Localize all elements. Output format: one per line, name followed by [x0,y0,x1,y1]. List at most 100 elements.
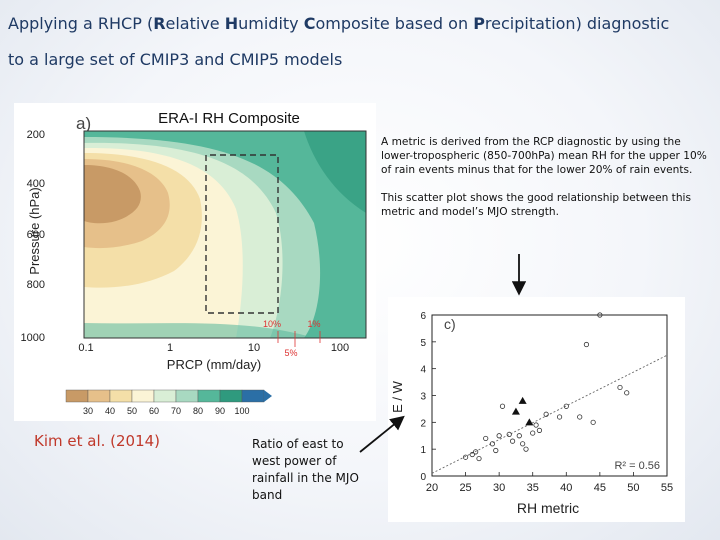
title-text: omposite based on [315,14,474,33]
dashed-box [205,154,279,314]
y-tick-label: 0 [420,472,426,483]
colorbar-tick-label: 50 [127,406,137,416]
colorbar-swatch [131,389,155,403]
scatter-frame [431,314,668,477]
colorbar-swatch [65,389,89,403]
y-tick-label: 400 [27,178,45,190]
scatter-point [590,419,596,425]
title-line-2: to a large set of CMIP3 and CMIP5 models [8,50,343,69]
x-tick-label: 20 [426,482,438,494]
scatter-point [624,390,630,396]
colorbar-swatch [241,389,265,403]
rh-composite-figure: a) ERA-I RH Composite 200 400 600 800 10… [14,103,376,421]
y-tick-label: 1000 [21,332,45,344]
title-text: H [224,14,239,33]
y-tick-label: 600 [27,229,45,241]
colorbar-labels: 30 40 50 60 70 80 90 100 [83,406,250,416]
x-tick-label: 50 [627,482,639,494]
x-tick-label: 55 [661,482,673,494]
x-tick-label: 100 [331,342,349,354]
colorbar-tick-label: 60 [149,406,159,416]
scatter-point [597,312,603,318]
scatter-point [583,341,590,348]
colorbar-tick-label: 70 [171,406,181,416]
chart-title: ERA-I RH Composite [158,110,300,127]
y-axis-label: Pressure (hPa) [27,187,42,274]
x-tick-label: 1 [167,342,173,354]
x-tick-label: 30 [493,482,505,494]
colorbar-tick-label: 90 [215,406,225,416]
colorbar-swatch [219,389,243,403]
x-tick-label: 45 [594,482,606,494]
scatter-point [617,384,623,391]
title-text: recipitation) diagnostic [484,14,670,33]
scatter-point [563,403,569,409]
colorbar-swatch [197,389,221,403]
y-tick-label: 800 [27,279,45,291]
panel-label: c) [444,316,456,332]
colorbar-swatch [87,389,111,403]
title-text: P [473,14,485,33]
x-tick-label: 35 [527,482,539,494]
scatter-point [493,447,499,454]
colorbar-tick-label: 100 [234,406,249,416]
y-axis-label: E / W [390,380,405,413]
scatter-point [556,414,563,420]
y-tick-label: 6 [420,311,426,322]
percentile-annotation: 10% [263,319,281,329]
x-axis-label: RH metric [517,500,579,516]
y-tick-label: 2 [420,418,426,429]
scatter-point [483,435,489,442]
scatter-point [523,446,529,452]
colorbar [65,389,272,403]
scatter-point [462,454,469,460]
colorbar-arrow [264,390,272,402]
description-paragraph: A metric is derived from the RCP diagnos… [381,136,707,176]
y-tick-label: 1 [420,445,426,456]
y-ticks: 0 1 2 3 4 5 6 [420,311,436,483]
scatter-point [536,427,543,433]
slide-title: Applying a RHCP (Relative Humidity Compo… [8,6,714,78]
scatter-point [530,430,536,436]
title-text: elative [165,14,225,33]
scatter-point [516,433,522,439]
scatter-point [476,455,482,462]
scatter-point [506,431,512,438]
scatter-point [489,441,496,447]
x-axis: 0.1 1 10 100 [78,342,349,354]
colorbar-tick-label: 30 [83,406,93,416]
y-tick-label: 5 [420,338,426,349]
y-tick-label: 4 [420,365,426,376]
scatter-point [533,422,539,428]
title-text: C [303,14,316,33]
panel-label: a) [76,114,91,133]
title-text: Applying a RHCP ( [8,14,154,33]
colorbar-tick-label: 40 [105,406,115,416]
scatter-point-triangle [518,396,527,404]
x-tick-label: 40 [560,482,572,494]
citation: Kim et al. (2014) [34,432,161,450]
ratio-note: Ratio of east to west power of rainfall … [252,437,359,502]
scatter-point [469,451,475,458]
scatter-point-triangle [525,418,534,426]
description-paragraph: This scatter plot shows the good relatio… [381,192,692,218]
x-tick-label: 0.1 [78,342,93,354]
description: A metric is derived from the RCP diagnos… [381,135,711,233]
rh-contour-field [84,131,366,338]
percentile-annotation: 1% [307,319,320,329]
x-ticks: 20 25 30 35 40 45 50 55 [426,472,673,494]
scatter-point [543,411,549,417]
x-tick-label: 10 [248,342,260,354]
x-tick-label: 25 [459,482,471,494]
y-tick-label: 3 [420,392,426,403]
scatter-point [496,433,502,439]
scatter-points [462,312,630,462]
title-text: R [153,14,166,33]
r-squared-label: R² = 0.56 [614,460,660,472]
y-tick-label: 200 [27,129,45,141]
scatter-point [473,449,479,455]
colorbar-tick-label: 80 [193,406,203,416]
scatter-point [499,403,506,409]
x-axis-label: PRCP (mm/day) [167,357,261,372]
